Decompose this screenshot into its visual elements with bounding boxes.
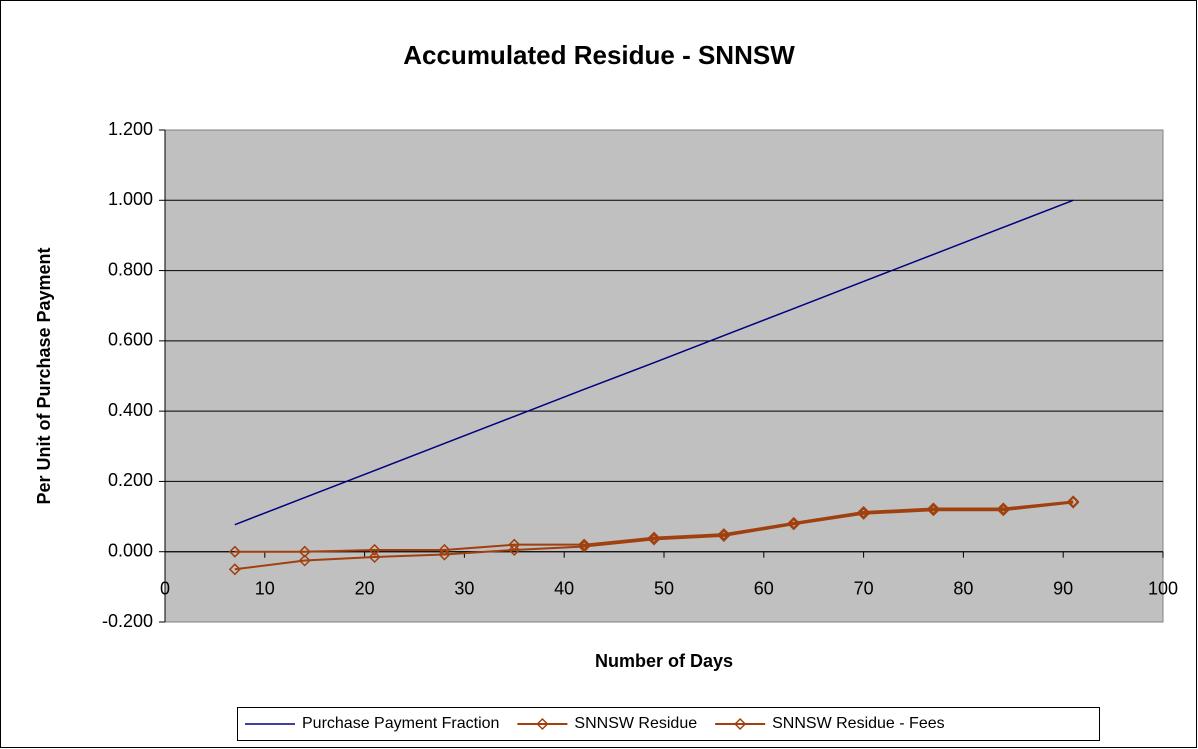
y-tick-label: 1.200	[108, 119, 153, 139]
x-tick-label: 10	[255, 578, 275, 598]
data-point	[927, 502, 940, 515]
data-point	[298, 545, 311, 558]
series-line	[234, 500, 1074, 553]
x-tick-label: 80	[953, 578, 973, 598]
legend	[237, 707, 1100, 741]
x-tick-label: 60	[754, 578, 774, 598]
legend-marker	[734, 717, 747, 731]
data-point	[997, 502, 1010, 515]
y-tick-label: 0.200	[108, 470, 153, 490]
data-point	[228, 563, 241, 576]
data-point	[647, 533, 661, 546]
data-point	[228, 545, 241, 558]
data-point	[438, 548, 451, 561]
data-point	[1067, 496, 1080, 509]
y-tick-label: 0.400	[108, 400, 153, 420]
x-tick-label: 20	[355, 578, 375, 598]
x-tick-label: 30	[454, 578, 474, 598]
data-point	[368, 550, 381, 564]
plot-area	[164, 129, 1164, 623]
x-tick-label: 50	[654, 578, 674, 598]
chart-title: Accumulated Residue - SNNSW	[403, 40, 795, 70]
legend-label: SNNSW Residue	[574, 715, 697, 732]
data-point	[717, 528, 730, 541]
data-point	[787, 516, 800, 529]
x-axis-label: Number of Days	[595, 651, 733, 671]
legend-marker	[536, 717, 549, 731]
series-line	[234, 199, 1074, 526]
x-tick-label: 70	[854, 578, 874, 598]
data-point	[508, 543, 521, 557]
y-tick-label: -0.200	[102, 611, 153, 631]
y-axis-label: Per Unit of Purchase Payment	[34, 247, 54, 504]
data-point	[927, 504, 940, 517]
data-point	[857, 507, 870, 520]
data-point	[298, 554, 311, 567]
legend-label: Purchase Payment Fraction	[302, 715, 499, 732]
x-tick-label: 100	[1148, 578, 1178, 598]
data-point	[787, 518, 800, 531]
data-point	[857, 505, 870, 519]
legend-label: SNNSW Residue - Fees	[772, 715, 945, 732]
y-tick-label: 0.800	[108, 259, 153, 279]
data-point	[578, 540, 591, 553]
data-point	[578, 538, 591, 551]
y-tick-label: 0.600	[108, 330, 153, 350]
x-tick-label: 40	[554, 578, 574, 598]
data-point	[717, 529, 730, 542]
y-tick-label: 0.000	[108, 540, 153, 560]
data-point	[997, 504, 1010, 517]
series-line	[234, 501, 1074, 571]
data-point	[368, 543, 381, 557]
y-tick-label: 1.000	[108, 189, 153, 209]
x-tick-label: 0	[160, 578, 170, 598]
data-point	[647, 531, 661, 544]
x-tick-label: 90	[1053, 578, 1073, 598]
